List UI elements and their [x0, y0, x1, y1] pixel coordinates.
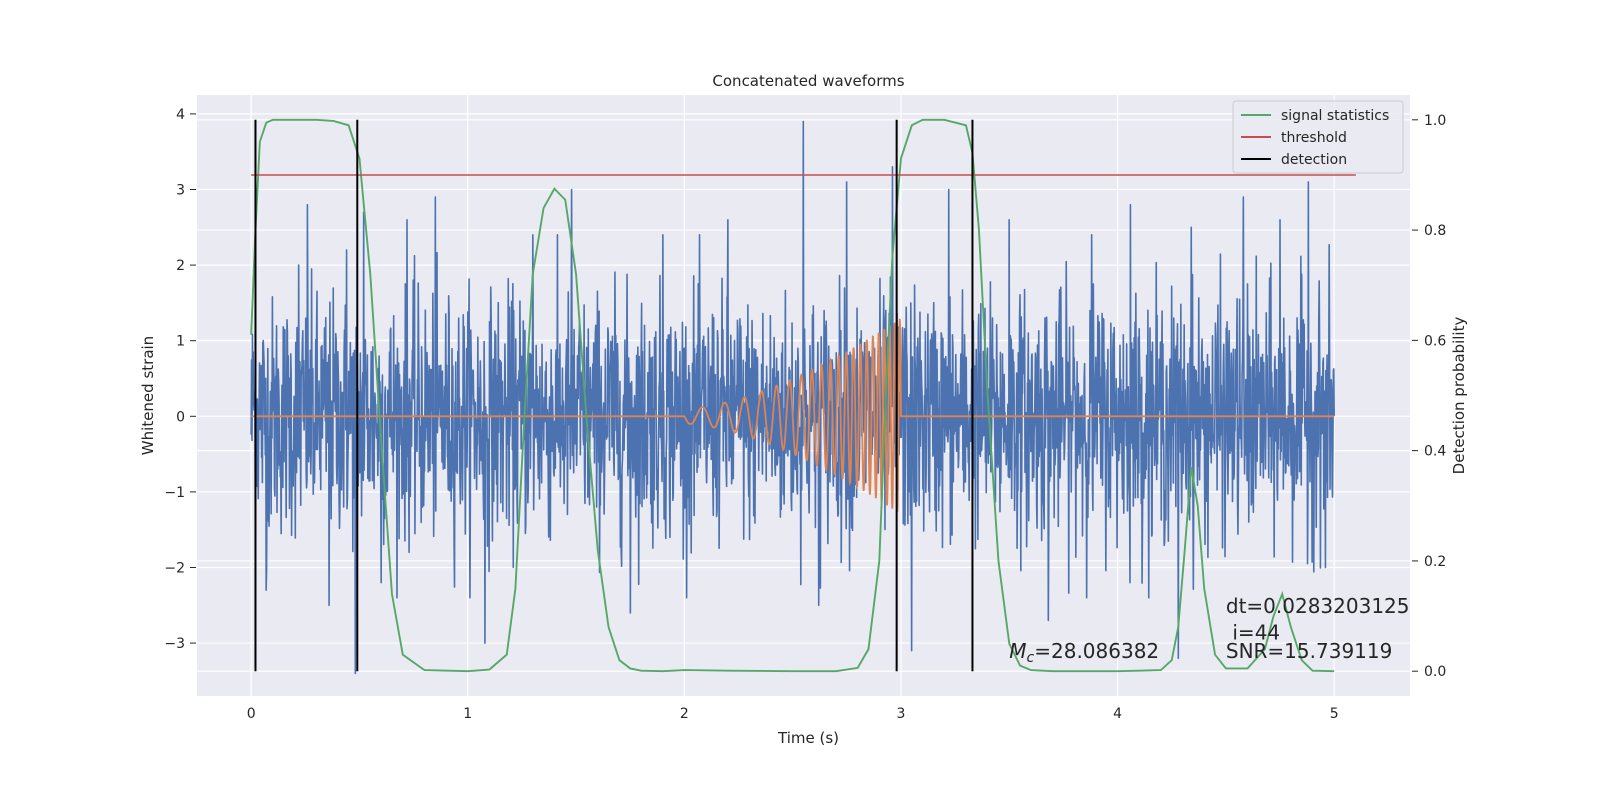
x-tick-label: 3	[897, 706, 906, 722]
x-tick-label: 5	[1330, 706, 1339, 722]
y2-axis-label: Detection probability	[1450, 317, 1468, 475]
y-tick-label: 1	[176, 334, 185, 350]
x-tick-label: 4	[1113, 706, 1122, 722]
legend-label: threshold	[1281, 130, 1347, 146]
y-tick-label: 4	[176, 107, 185, 123]
y2-tick-label: 1.0	[1424, 113, 1446, 129]
y2-tick-label: 0.0	[1424, 664, 1446, 680]
y-tick-label: −1	[164, 485, 185, 501]
annotation: SNR=15.739119	[1226, 639, 1392, 663]
tick-labels: 0 1 2 3 4 5 −3 −2 −1 0 1 2 3 4 0.0 0.2 0.4 0.6 0.8 1.0	[164, 107, 1446, 722]
detection-lines	[254, 119, 974, 672]
legend-label: detection	[1281, 152, 1347, 168]
x-tick-label: 1	[463, 706, 472, 722]
signal-statistics-series	[250, 118, 1335, 673]
annotation: dt=0.0283203125	[1226, 594, 1410, 618]
legend-label: signal statistics	[1281, 108, 1389, 124]
y2-tick-label: 0.8	[1424, 223, 1446, 239]
annotation: i=44	[1232, 620, 1280, 644]
x-tick-label: 0	[247, 706, 256, 722]
plot-series	[250, 118, 1356, 675]
y-tick-label: 2	[176, 258, 185, 274]
chart-title: Concatenated waveforms	[712, 72, 904, 90]
y2-tick-label: 0.4	[1424, 444, 1446, 460]
y2-tick-label: 0.6	[1424, 333, 1446, 349]
x-axis-label: Time (s)	[777, 729, 839, 747]
annotation: Mc=28.086382	[1009, 639, 1159, 666]
legend-box	[1232, 100, 1404, 174]
y-tick-label: −2	[164, 560, 185, 576]
y2-tick-label: 0.2	[1424, 554, 1446, 570]
y-axis-label: Whitened strain	[139, 336, 157, 455]
y-tick-label: 0	[176, 409, 185, 425]
y-tick-label: 3	[176, 182, 185, 198]
x-tick-label: 2	[680, 706, 689, 722]
y-tick-label: −3	[164, 636, 185, 652]
chirp-series	[251, 318, 1335, 513]
legend: signal statistics threshold detection	[1232, 100, 1404, 174]
